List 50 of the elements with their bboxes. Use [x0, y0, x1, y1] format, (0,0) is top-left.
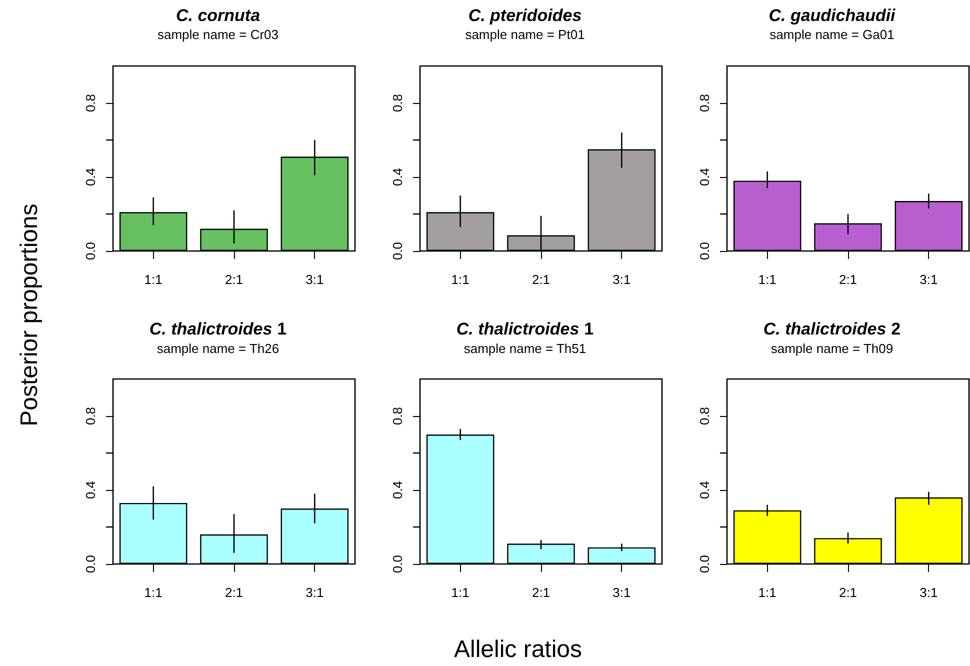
y-tick-label: 0.8	[697, 94, 712, 112]
chart-subtitle: sample name = Th09	[770, 341, 894, 356]
y-tick-label: 0.4	[390, 480, 405, 500]
chart-title: C. thalictroides 1	[149, 320, 287, 338]
x-tick-label: 1:1	[758, 272, 776, 287]
y-tick-label: 0.8	[390, 406, 405, 426]
x-tick-label: 2:1	[532, 272, 550, 287]
y-tick-label: 0.8	[83, 94, 98, 112]
x-tick-label: 3:1	[612, 585, 631, 600]
x-tick-label: 2:1	[224, 272, 244, 287]
x-tick-label: 1:1	[144, 272, 162, 287]
x-tick-label: 3:1	[306, 585, 324, 600]
x-tick-label: 1:1	[451, 585, 470, 600]
chart-subtitle: sample name = Th26	[156, 341, 280, 356]
y-tick-label: 0.0	[697, 242, 712, 260]
chart-subtitle: sample name = Ga01	[770, 27, 894, 42]
y-tick-label: 0.0	[697, 554, 712, 574]
y-tick-label: 0.4	[83, 168, 98, 186]
y-tick-label: 0.4	[697, 168, 712, 186]
y-tick-label: 0.4	[390, 168, 405, 186]
x-tick-label: 2:1	[532, 585, 550, 600]
y-tick-label: 0.0	[390, 242, 405, 260]
y-tick-label: 0.0	[83, 242, 98, 260]
y-tick-label: 0.0	[83, 554, 98, 574]
y-tick-label: 0.8	[390, 94, 405, 112]
x-tick-label: 2:1	[224, 585, 244, 600]
chart-title: C. thalictroides 2	[763, 320, 901, 338]
y-tick-label: 0.4	[83, 480, 98, 500]
x-tick-label: 3:1	[920, 585, 938, 600]
chart-title: C. pteridoides	[468, 6, 582, 25]
chart-subtitle: sample name = Pt01	[465, 27, 585, 42]
chart-title: C. thalictroides 1	[456, 320, 594, 338]
y-tick-label: 0.4	[697, 480, 712, 500]
x-tick-label: 1:1	[758, 585, 776, 600]
chart-title: C. gaudichaudii	[768, 6, 897, 25]
y-tick-label: 0.0	[390, 554, 405, 574]
x-tick-label: 2:1	[838, 272, 858, 287]
x-tick-label: 2:1	[838, 585, 858, 600]
x-axis-title: Allelic ratios	[454, 636, 582, 664]
y-tick-label: 0.8	[697, 406, 712, 426]
x-tick-label: 1:1	[451, 272, 470, 287]
chart-subtitle: sample name = Cr03	[157, 27, 279, 42]
chart-title: C. cornuta	[176, 6, 260, 25]
x-tick-label: 3:1	[920, 272, 938, 287]
x-tick-label: 1:1	[144, 585, 162, 600]
y-axis-title: Posterior proportions	[16, 204, 44, 426]
x-tick-label: 3:1	[306, 272, 324, 287]
x-tick-label: 3:1	[612, 272, 631, 287]
y-tick-label: 0.8	[83, 406, 98, 426]
chart-subtitle: sample name = Th51	[464, 341, 586, 356]
